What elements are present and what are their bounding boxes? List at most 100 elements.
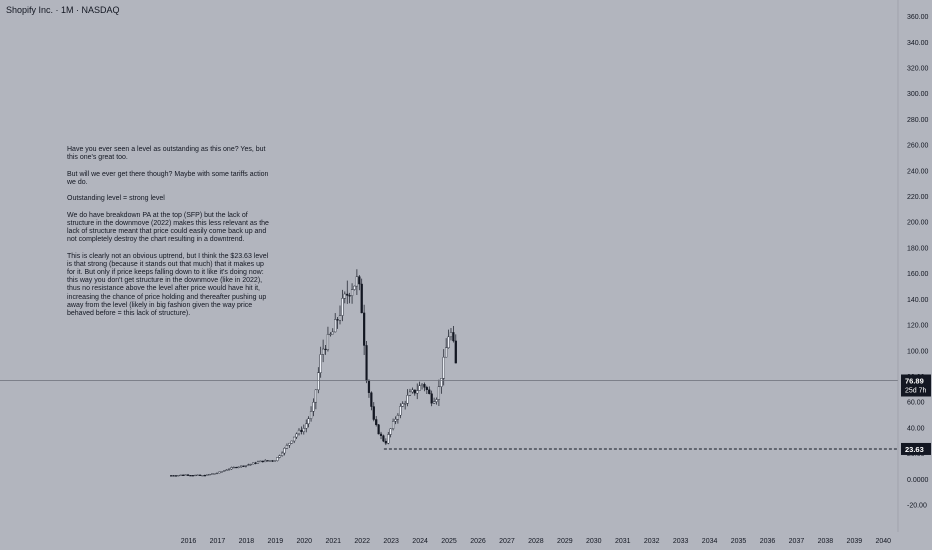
x-tick-label: 2024 [412,538,428,545]
candle-body [230,467,233,470]
note-paragraph: We do have breakdown PA at the top (SFP)… [67,211,269,244]
candle-body [237,466,240,468]
candle-body [377,424,380,435]
x-tick-label: 2018 [239,538,255,545]
candle-body [348,295,351,297]
candle-body [334,319,337,333]
candle-body [401,403,404,407]
x-tick-label: 2031 [615,538,631,545]
candle-body [394,418,397,422]
candle-body [353,285,356,290]
candle-body [365,345,368,382]
candle-body [418,385,421,391]
candle-body [341,298,344,316]
candle-body [225,469,228,471]
candle-body [206,474,209,476]
candle-body [232,466,235,469]
x-tick-label: 2037 [789,538,805,545]
candle-body [266,460,269,462]
candle-body [319,354,322,373]
candle-body [430,393,433,404]
x-tick-label: 2040 [876,538,892,545]
candle-body [314,389,317,403]
x-tick-label: 2021 [325,538,341,545]
y-tick-label: 180.00 [907,245,929,252]
candle-body [447,336,450,349]
candle-body [387,434,390,444]
candle-body [346,293,349,296]
x-tick-label: 2032 [644,538,660,545]
y-tick-label: -20.00 [907,503,927,510]
current-price-badge: 76.89 25d 7h [901,374,931,397]
candle-body [174,475,178,477]
candle-body [256,461,260,464]
y-tick-label: 220.00 [907,194,929,201]
candle-body [428,389,431,394]
candle-body [297,429,301,435]
candle-body [182,474,185,476]
candle-body [312,401,315,412]
candle-body [432,401,436,404]
y-tick-label: 360.00 [907,14,929,21]
candle-body [179,474,182,476]
candle-body [281,452,284,456]
candle-body [198,474,202,476]
candle-body [370,392,373,407]
support-level-label: 23.63 [905,445,924,454]
candle-body [391,421,395,430]
candle-body [249,463,252,466]
candle-body [213,473,216,475]
candle-body [404,403,407,405]
candle-body [305,423,308,429]
candle-body [273,460,276,462]
y-tick-label: 340.00 [907,40,929,47]
candle-body [372,406,375,420]
x-tick-label: 2030 [586,538,602,545]
x-tick-label: 2029 [557,538,573,545]
x-tick-label: 2023 [383,538,399,545]
candle-body [271,460,274,462]
candle-body [285,445,289,449]
candle-body [408,391,412,396]
time-axis: 2016 2017 2018 2019 2020 2021 2022 2023 2024 2025… [181,538,891,545]
candle-body [170,475,173,477]
note-paragraph: This is clearly not an obvious uptrend, … [67,252,269,317]
x-tick-label: 2019 [268,538,284,545]
note-paragraph: Have you ever seen a level as outstandin… [67,146,266,162]
analysis-note: Have you ever seen a level as outstandin… [67,146,272,326]
candle-body [367,380,371,393]
candle-body [338,315,342,321]
note-paragraph: Outstanding level = strong level [67,195,165,203]
candle-body [191,475,194,477]
candle-body [326,334,330,351]
candle-body [184,474,187,476]
y-tick-label: 200.00 [907,220,929,227]
y-tick-label: 240.00 [907,168,929,175]
candle-body [452,332,455,342]
candle-body [295,433,298,438]
candle-body [413,389,416,394]
y-tick-label: 60.00 [907,400,925,407]
candle-body [355,276,358,287]
candle-body [261,460,264,463]
candle-body [375,419,378,425]
candle-body [242,465,245,467]
candle-body [449,332,453,338]
current-price-label: 76.89 [905,377,924,386]
candle-body [423,384,426,388]
candle-body [223,470,226,472]
x-tick-label: 2026 [470,538,486,545]
candle-body [396,414,400,420]
y-tick-label: 260.00 [907,143,929,150]
x-tick-label: 2033 [673,538,689,545]
candle-body [247,464,250,466]
candle-body [218,471,221,474]
candle-body [290,440,293,444]
y-tick-label: 0.0000 [907,477,929,484]
candle-body [186,474,190,476]
candle-body [440,378,443,387]
x-tick-label: 2038 [818,538,834,545]
candle-body [350,289,354,296]
x-tick-label: 2020 [297,538,313,545]
